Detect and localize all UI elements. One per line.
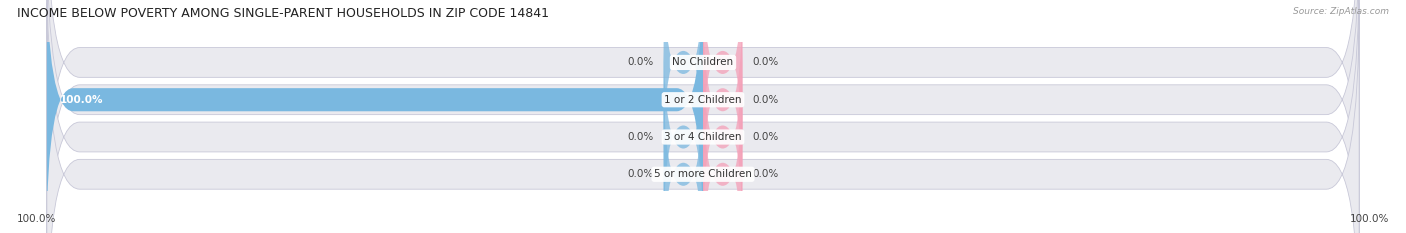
FancyBboxPatch shape: [703, 37, 742, 233]
FancyBboxPatch shape: [46, 0, 1360, 233]
Text: No Children: No Children: [672, 58, 734, 67]
Text: 0.0%: 0.0%: [752, 58, 779, 67]
Text: 0.0%: 0.0%: [752, 132, 779, 142]
FancyBboxPatch shape: [664, 0, 703, 163]
FancyBboxPatch shape: [46, 0, 1360, 233]
FancyBboxPatch shape: [46, 0, 1360, 233]
FancyBboxPatch shape: [703, 0, 742, 163]
Text: 0.0%: 0.0%: [752, 95, 779, 105]
Text: 100.0%: 100.0%: [60, 95, 104, 105]
Text: INCOME BELOW POVERTY AMONG SINGLE-PARENT HOUSEHOLDS IN ZIP CODE 14841: INCOME BELOW POVERTY AMONG SINGLE-PARENT…: [17, 7, 548, 20]
FancyBboxPatch shape: [664, 74, 703, 233]
Text: 0.0%: 0.0%: [752, 169, 779, 179]
Text: 0.0%: 0.0%: [627, 169, 654, 179]
Text: 100.0%: 100.0%: [17, 214, 56, 224]
Text: 0.0%: 0.0%: [627, 132, 654, 142]
FancyBboxPatch shape: [46, 0, 703, 233]
FancyBboxPatch shape: [703, 74, 742, 233]
FancyBboxPatch shape: [664, 37, 703, 233]
Text: 5 or more Children: 5 or more Children: [654, 169, 752, 179]
Text: 0.0%: 0.0%: [627, 58, 654, 67]
Text: 100.0%: 100.0%: [1350, 214, 1389, 224]
FancyBboxPatch shape: [46, 3, 1360, 233]
Text: 3 or 4 Children: 3 or 4 Children: [664, 132, 742, 142]
Text: Source: ZipAtlas.com: Source: ZipAtlas.com: [1294, 7, 1389, 16]
FancyBboxPatch shape: [703, 0, 742, 200]
Text: 1 or 2 Children: 1 or 2 Children: [664, 95, 742, 105]
